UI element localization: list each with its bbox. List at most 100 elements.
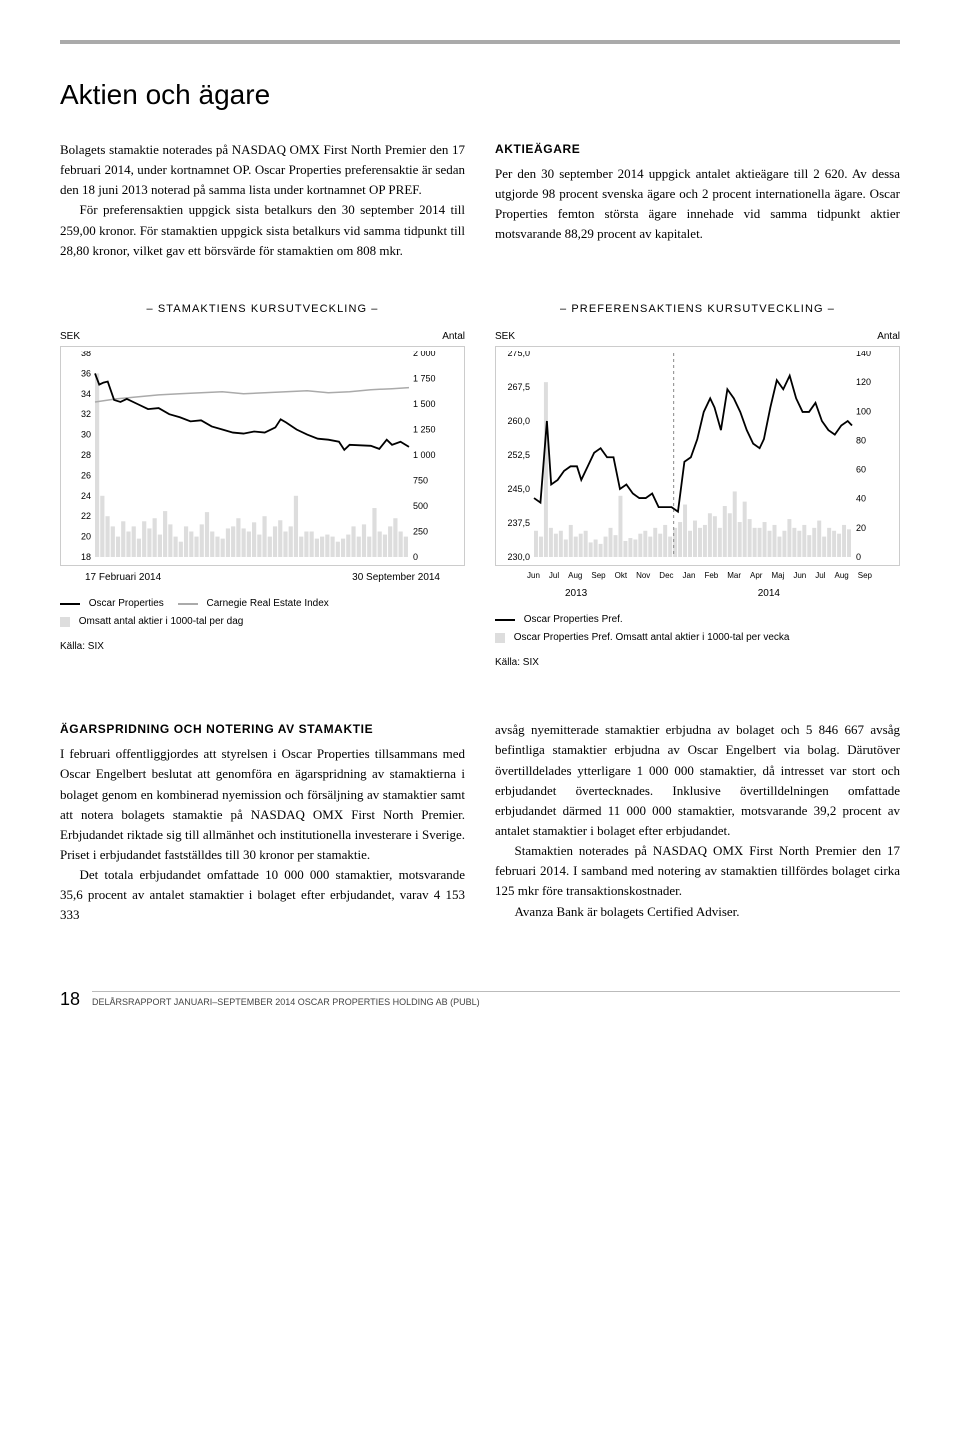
chart1-area: 38 36 34 32 30 28 26 24 22 20 18 2 000 1 750 1 500 1 2… <box>60 346 465 566</box>
chart2-month-label: Aug <box>835 570 849 582</box>
chart2-month-label: Maj <box>771 570 784 582</box>
chart2-month-label: Sep <box>858 570 872 582</box>
chart1-legend-line2 <box>178 603 198 605</box>
chart1-legend-s2: Carnegie Real Estate Index <box>207 598 329 609</box>
spread-p5: Avanza Bank är bolagets Certified Advise… <box>495 902 900 922</box>
chart2-block: – PREFERENSAKTIENS KURSUTVECKLING – SEK … <box>495 301 900 671</box>
intro-p2: För preferensaktien uppgick sista betalk… <box>60 200 465 260</box>
svg-text:140: 140 <box>856 351 871 358</box>
svg-text:40: 40 <box>856 494 866 504</box>
chart1-block: – STAMAKTIENS KURSUTVECKLING – SEK Antal… <box>60 301 465 671</box>
chart2-month-label: Jul <box>549 570 559 582</box>
svg-text:20: 20 <box>856 523 866 533</box>
spread-p2: Det totala erbjudandet omfattade 10 000 … <box>60 865 465 925</box>
svg-text:18: 18 <box>81 552 91 561</box>
svg-text:100: 100 <box>856 407 871 417</box>
svg-text:1 000: 1 000 <box>413 450 436 460</box>
chart2-year1: 2013 <box>565 586 587 601</box>
svg-text:245,0: 245,0 <box>507 484 530 494</box>
svg-text:275,0: 275,0 <box>507 351 530 358</box>
svg-text:260,0: 260,0 <box>507 416 530 426</box>
chart2-month-label: Okt <box>615 570 627 582</box>
svg-text:0: 0 <box>856 552 861 561</box>
svg-text:1 750: 1 750 <box>413 374 436 384</box>
chart2-month-label: Mar <box>727 570 741 582</box>
svg-text:38: 38 <box>81 351 91 358</box>
chart2-month-label: Jun <box>793 570 806 582</box>
footer: 18 DELÅRSRAPPORT JANUARI–SEPTEMBER 2014 … <box>60 986 900 1013</box>
chart2-month-label: Feb <box>704 570 718 582</box>
svg-text:28: 28 <box>81 450 91 460</box>
svg-text:267,5: 267,5 <box>507 382 530 392</box>
chart1-x-start: 17 Februari 2014 <box>85 570 161 585</box>
chart2-title: – PREFERENSAKTIENS KURSUTVECKLING – <box>495 301 900 318</box>
chart1-x-end: 30 September 2014 <box>352 570 440 585</box>
chart2-legend-vol: Oscar Properties Pref. Omsatt antal akti… <box>514 632 790 643</box>
svg-text:250: 250 <box>413 527 428 537</box>
svg-text:0: 0 <box>413 552 418 561</box>
svg-text:22: 22 <box>81 512 91 522</box>
chart2-legend-s1: Oscar Properties Pref. <box>524 614 623 625</box>
chart1-legend-vol: Omsatt antal aktier i 1000-tal per dag <box>79 616 244 627</box>
svg-text:750: 750 <box>413 476 428 486</box>
svg-text:80: 80 <box>856 436 866 446</box>
chart1-svg: 38 36 34 32 30 28 26 24 22 20 18 2 000 1 750 1 500 1 2… <box>65 351 445 561</box>
svg-text:32: 32 <box>81 410 91 420</box>
charts-row: – STAMAKTIENS KURSUTVECKLING – SEK Antal… <box>60 301 900 671</box>
chart1-title: – STAMAKTIENS KURSUTVECKLING – <box>60 301 465 318</box>
svg-text:237,5: 237,5 <box>507 518 530 528</box>
spread-p1: I februari offentliggjordes att styrelse… <box>60 744 465 865</box>
intro-p1: Bolagets stamaktie noterades på NASDAQ O… <box>60 140 465 200</box>
chart2-month-label: Aug <box>568 570 582 582</box>
chart2-month-label: Jun <box>527 570 540 582</box>
chart1-source: Källa: SIX <box>60 639 465 654</box>
chart2-month-label: Apr <box>750 570 762 582</box>
svg-text:34: 34 <box>81 389 91 399</box>
intro-columns: Bolagets stamaktie noterades på NASDAQ O… <box>60 140 900 261</box>
top-rule <box>60 40 900 44</box>
chart2-month-label: Jan <box>683 570 696 582</box>
svg-text:2 000: 2 000 <box>413 351 436 358</box>
page-number: 18 <box>60 986 80 1013</box>
svg-text:1 500: 1 500 <box>413 399 436 409</box>
chart2-y1-label: SEK <box>495 329 515 344</box>
svg-text:30: 30 <box>81 430 91 440</box>
chart2-month-label: Dec <box>659 570 673 582</box>
svg-text:26: 26 <box>81 471 91 481</box>
svg-text:230,0: 230,0 <box>507 552 530 561</box>
chart1-legend-line1 <box>60 603 80 605</box>
svg-text:1 250: 1 250 <box>413 425 436 435</box>
lower-columns: ÄGARSPRIDNING OCH NOTERING AV STAMAKTIE … <box>60 720 900 925</box>
chart2-area: 275,0 267,5 260,0 252,5 245,0 237,5 230,0 140 12… <box>495 346 900 566</box>
chart1-y1-label: SEK <box>60 329 80 344</box>
spread-p3: avsåg nyemitterade stamaktier erbjudna a… <box>495 720 900 841</box>
chart2-legend: Oscar Properties Pref. Oscar Properties … <box>495 611 900 647</box>
chart2-year2: 2014 <box>758 586 780 601</box>
chart1-legend-s1: Oscar Properties <box>89 598 164 609</box>
svg-text:36: 36 <box>81 369 91 379</box>
footer-text: DELÅRSRAPPORT JANUARI–SEPTEMBER 2014 OSC… <box>92 991 900 1010</box>
chart2-svg: 275,0 267,5 260,0 252,5 245,0 237,5 230,0 140 12… <box>500 351 880 561</box>
svg-text:252,5: 252,5 <box>507 450 530 460</box>
aktieagare-p: Per den 30 september 2014 uppgick antale… <box>495 164 900 245</box>
aktieagare-heading: AKTIEÄGARE <box>495 140 900 158</box>
spread-p4: Stamaktien noterades på NASDAQ OMX First… <box>495 841 900 901</box>
svg-text:60: 60 <box>856 465 866 475</box>
chart2-legend-sq <box>495 633 505 643</box>
chart2-month-label: Jul <box>815 570 825 582</box>
chart2-y2-label: Antal <box>877 329 900 344</box>
chart2-source: Källa: SIX <box>495 655 900 670</box>
svg-text:20: 20 <box>81 532 91 542</box>
chart2-month-label: Nov <box>636 570 650 582</box>
chart2-legend-line1 <box>495 619 515 621</box>
chart1-legend: Oscar Properties Carnegie Real Estate In… <box>60 595 465 631</box>
svg-text:500: 500 <box>413 501 428 511</box>
page-title: Aktien och ägare <box>60 74 900 116</box>
spread-heading: ÄGARSPRIDNING OCH NOTERING AV STAMAKTIE <box>60 720 465 738</box>
svg-text:120: 120 <box>856 377 871 387</box>
chart2-month-label: Sep <box>591 570 605 582</box>
chart1-y2-label: Antal <box>442 329 465 344</box>
chart1-legend-sq <box>60 617 70 627</box>
svg-text:24: 24 <box>81 491 91 501</box>
chart2-months: Jun Jul Aug Sep Okt Nov Dec Jan Feb Mar Apr Maj Jun J… <box>495 570 900 582</box>
